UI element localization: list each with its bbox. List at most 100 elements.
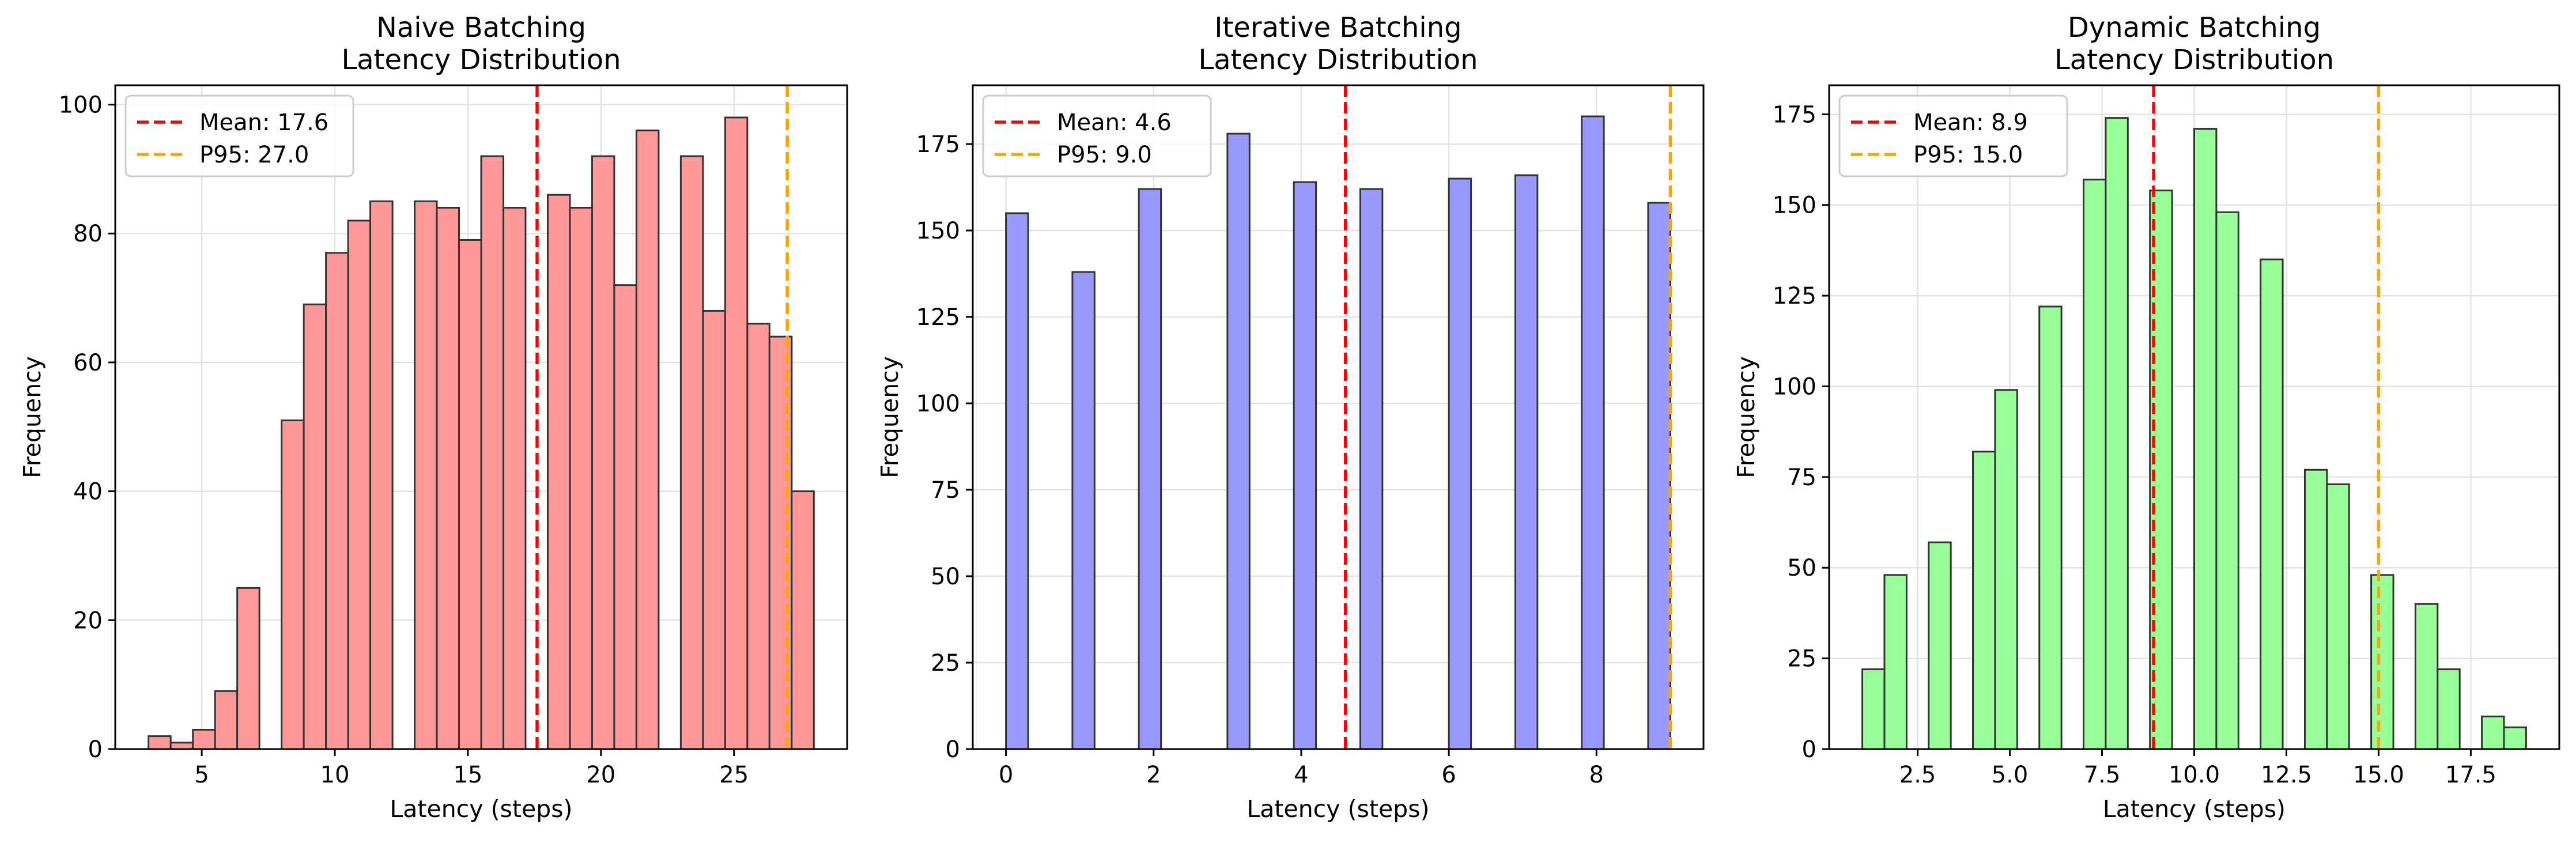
histogram-bar (791, 490, 815, 750)
histogram-bar (502, 207, 527, 750)
chart-title: Naive Batching (376, 12, 586, 44)
x-tick-label: 15.0 (2353, 762, 2404, 788)
legend-box (982, 94, 1212, 177)
histogram-bar (303, 303, 327, 750)
histogram-bar (2105, 117, 2129, 750)
y-tick-label: 0 (1802, 736, 1816, 763)
y-tick-label: 0 (88, 736, 103, 763)
chart-title: Latency Distribution (1198, 44, 1478, 76)
y-axis-label: Frequency (1732, 356, 1760, 478)
legend: Mean: 8.9 P95: 15.0 (1838, 94, 2068, 177)
histogram-bar (1972, 451, 1996, 750)
chart-title: Dynamic Batching (2068, 12, 2321, 44)
histogram-bar (546, 194, 571, 750)
legend-p95-label: P95: 15.0 (1913, 142, 2023, 168)
legend-p95-label: P95: 9.0 (1057, 142, 1152, 168)
chart-title: Latency Distribution (341, 44, 621, 76)
histogram-bar (1994, 389, 2018, 750)
y-tick-label: 150 (916, 218, 960, 244)
x-tick-label: 2.5 (1899, 762, 1936, 788)
histogram-bar (480, 155, 504, 750)
chart-title: Latency Distribution (2054, 44, 2334, 76)
y-tick-label: 60 (73, 350, 103, 376)
x-tick-label: 2 (1146, 762, 1161, 788)
x-tick-label: 0 (999, 762, 1013, 788)
histogram-bar (2503, 726, 2527, 750)
y-tick-label: 50 (1787, 555, 1816, 581)
histogram-bar (236, 587, 260, 750)
histogram-bar (458, 239, 482, 750)
y-tick-label: 100 (1773, 373, 1816, 400)
chart-panel-3: 2.5 5.0 7.5 10.0 12.5 15.0 17.5 0 25 50 75 100 125 15… (1732, 12, 2560, 823)
histogram-bar (281, 419, 305, 750)
histogram-bar (325, 252, 349, 750)
histogram-bar (1883, 574, 1908, 750)
x-tick-label: 10.0 (2169, 762, 2220, 788)
histogram-bar (1448, 177, 1472, 750)
histogram-bar (2260, 258, 2284, 750)
histogram-bar (1293, 181, 1317, 750)
histogram-bar (2303, 468, 2328, 750)
x-tick-label: 7.5 (2084, 762, 2121, 788)
plot-frame (114, 84, 848, 750)
y-tick-label: 50 (931, 564, 960, 590)
x-tick-label: 25 (719, 762, 749, 788)
histogram-bar (569, 207, 593, 750)
histogram-bar (635, 129, 660, 750)
y-tick-label: 75 (931, 477, 960, 504)
histogram-bar (1647, 202, 1671, 750)
chart-title: Iterative Batching (1214, 12, 1461, 44)
y-tick-label: 125 (916, 304, 960, 331)
x-tick-label: 15 (453, 762, 482, 788)
histogram-bar (1861, 668, 1886, 750)
histogram-bar (702, 309, 726, 750)
y-tick-label: 0 (946, 736, 960, 763)
histogram-bar (192, 728, 216, 750)
histogram-bar (1359, 188, 1384, 750)
y-tick-label: 100 (59, 92, 103, 119)
histogram-bar (1138, 188, 1162, 750)
legend-p95-label: P95: 27.0 (199, 142, 309, 168)
plot-frame (972, 84, 1705, 750)
x-tick-label: 5 (194, 762, 209, 788)
legend-box (124, 94, 354, 177)
histogram-bar (347, 220, 372, 750)
histogram-bar (2038, 305, 2063, 750)
histogram-bar (1005, 212, 1029, 750)
legend: Mean: 4.6 P95: 9.0 (982, 94, 1212, 177)
x-axis-label: Latency (steps) (2103, 795, 2286, 823)
y-tick-label: 175 (916, 131, 960, 158)
y-axis-label: Frequency (18, 356, 46, 478)
histogram-bar (1581, 115, 1605, 750)
y-tick-label: 175 (1773, 101, 1816, 128)
chart-panel-2: 0 2 4 6 8 0 25 50 75 100 125 150 175 Iterative Batchi… (876, 12, 1705, 823)
x-axis-label: Latency (steps) (1247, 795, 1429, 823)
histogram-bar (613, 284, 637, 750)
histogram-bar (591, 155, 615, 750)
histogram-bar (724, 116, 749, 750)
legend-mean-label: Mean: 8.9 (1913, 109, 2028, 136)
y-tick-label: 40 (73, 479, 103, 505)
x-tick-label: 5.0 (1992, 762, 2029, 788)
histogram-bar (214, 690, 239, 750)
histogram-bar (148, 735, 172, 750)
histogram-bar (2481, 715, 2505, 750)
histogram-bar (2193, 128, 2218, 750)
y-tick-label: 20 (73, 607, 103, 634)
y-tick-label: 150 (1773, 192, 1816, 219)
histogram-bar (746, 323, 770, 750)
y-tick-label: 125 (1773, 283, 1816, 309)
y-tick-label: 75 (1787, 464, 1816, 491)
y-tick-label: 25 (931, 650, 960, 676)
x-tick-label: 10 (320, 762, 350, 788)
y-tick-label: 80 (73, 221, 103, 247)
histogram-bar (414, 200, 438, 750)
x-tick-label: 17.5 (2445, 762, 2496, 788)
histogram-bar (2437, 668, 2461, 750)
y-tick-label: 100 (916, 391, 960, 417)
histogram-bar (2414, 603, 2439, 750)
x-axis-label: Latency (steps) (390, 795, 572, 823)
